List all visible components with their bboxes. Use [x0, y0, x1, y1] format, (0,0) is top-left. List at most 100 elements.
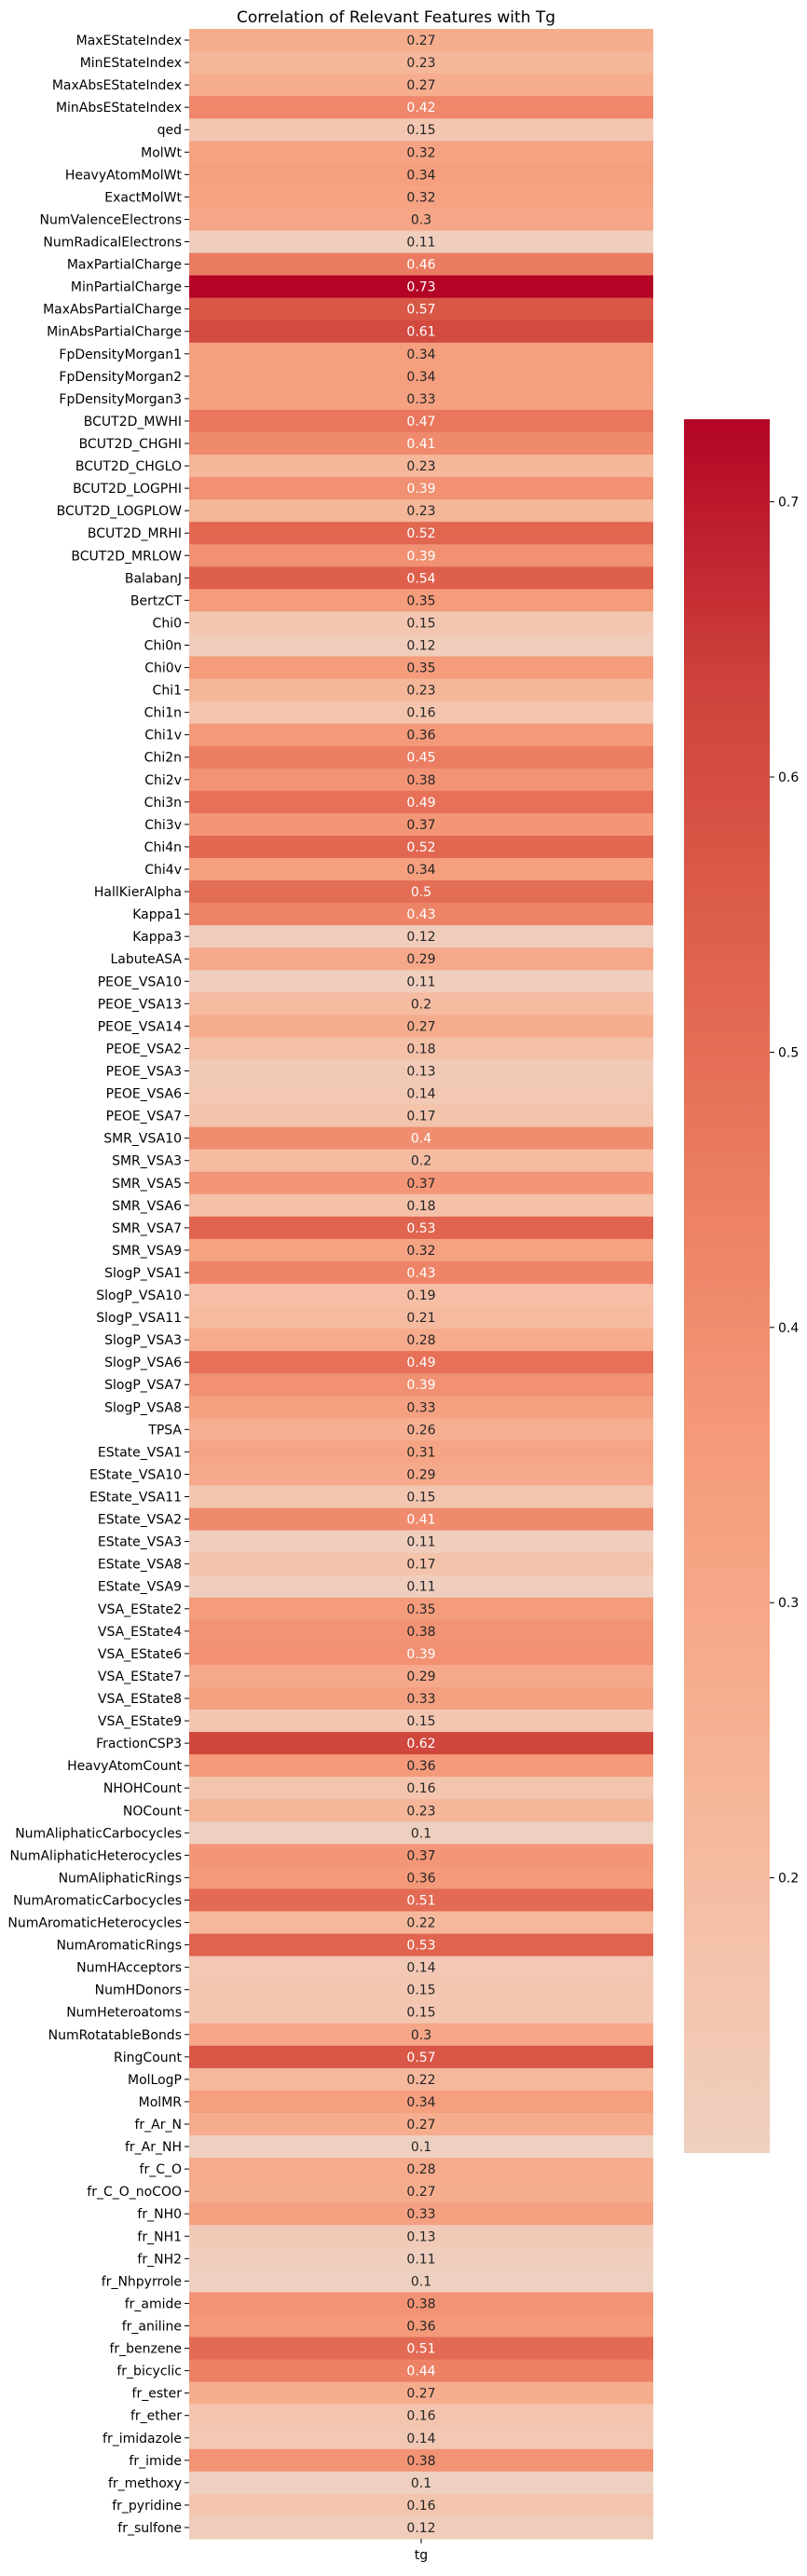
- heatmap-cell: [189, 1104, 653, 1128]
- cell-value-label: 0.1: [411, 2476, 431, 2491]
- y-tick-label: VSA_EState9: [98, 1714, 182, 1729]
- heatmap-cell: [189, 2000, 653, 2024]
- heatmap-cell: [189, 1306, 653, 1329]
- heatmap-cell: [189, 1552, 653, 1576]
- y-tick-label: BCUT2D_MRLOW: [71, 549, 182, 564]
- heatmap-cell: [189, 1507, 653, 1532]
- y-tick-label: fr_C_O_noCOO: [87, 2185, 182, 2200]
- cell-value-label: 0.28: [406, 2162, 435, 2177]
- heatmap-cell: [189, 634, 653, 658]
- y-tick-label: fr_sulfone: [117, 2521, 182, 2536]
- cell-value-label: 0.33: [406, 2207, 435, 2222]
- heatmap-cell: [189, 2090, 653, 2114]
- cell-value-label: 0.38: [406, 773, 435, 788]
- y-tick-label: TPSA: [147, 1423, 182, 1438]
- heatmap-cell: [189, 2180, 653, 2203]
- heatmap-cell: [189, 118, 653, 142]
- heatmap-cell: [189, 387, 653, 411]
- heatmap-cell: [189, 1037, 653, 1061]
- colorbar: 0.2 0.3 0.4 0.5 0.6 0.7: [684, 419, 799, 2153]
- cell-value-label: 0.16: [406, 2409, 435, 2424]
- y-tick-label: BCUT2D_LOGPHI: [73, 482, 182, 497]
- y-tick-label: EState_VSA10: [89, 1467, 182, 1482]
- y-tick-label: EState_VSA11: [89, 1491, 182, 1506]
- heatmap-cell: [189, 1261, 653, 1285]
- heatmap-cell: [189, 431, 653, 456]
- cell-value-label: 0.16: [406, 2499, 435, 2514]
- cell-value-label: 0.14: [406, 1087, 435, 1102]
- y-tick-label: FpDensityMorgan2: [59, 370, 182, 385]
- cell-value-label: 0.1: [411, 2140, 431, 2155]
- heatmap-cell: [189, 1619, 653, 1643]
- heatmap-cell: [189, 812, 653, 837]
- cell-value-label: 0.15: [406, 2006, 435, 2021]
- cell-value-label: 0.27: [406, 2118, 435, 2133]
- heatmap-cell: [189, 857, 653, 881]
- x-tick-labels: tg: [415, 2539, 428, 2563]
- y-tick-label: fr_NH1: [137, 2229, 182, 2244]
- heatmap-cell: [189, 1059, 653, 1084]
- heatmap-cell: [189, 2269, 653, 2294]
- cell-value-label: 0.12: [406, 930, 435, 945]
- cell-value-label: 0.43: [406, 1266, 435, 1281]
- heatmap-cell: [189, 723, 653, 747]
- heatmap-cell: [189, 1888, 653, 1913]
- y-tick-label: MolWt: [141, 145, 182, 160]
- colorbar-gradient: [684, 419, 770, 2153]
- y-tick-label: SMR_VSA3: [112, 1154, 182, 1169]
- y-tick-label: NOCount: [123, 1804, 183, 1819]
- y-tick-label: NumAliphaticRings: [59, 1871, 182, 1886]
- cell-value-label: 0.51: [406, 2342, 435, 2357]
- heatmap-cell: [189, 656, 653, 680]
- y-tick-label: FractionCSP3: [96, 1737, 182, 1751]
- y-tick-label: RingCount: [114, 2051, 182, 2065]
- y-tick-label: EState_VSA9: [98, 1580, 182, 1595]
- y-tick-label: SlogP_VSA1: [104, 1266, 182, 1281]
- heatmap-cell: [189, 320, 653, 344]
- cell-value-label: 0.23: [406, 56, 435, 71]
- cell-value-label: 0.23: [406, 459, 435, 474]
- y-tick-label: VSA_EState2: [98, 1602, 182, 1617]
- y-tick-label: fr_pyridine: [112, 2499, 182, 2514]
- heatmap-cell: [189, 1440, 653, 1465]
- x-tick-label: tg: [415, 2548, 428, 2563]
- cell-value-label: 0.41: [406, 437, 435, 452]
- heatmap-cell: [189, 1799, 653, 1822]
- heatmap-cell: [189, 1686, 653, 1711]
- heatmap-cell: [189, 275, 653, 299]
- cell-value-label: 0.22: [406, 2073, 435, 2088]
- heatmap-cell: [189, 992, 653, 1015]
- heatmap-cell: [189, 1463, 653, 1487]
- heatmap-cell: [189, 185, 653, 210]
- heatmap-cell: [189, 2202, 653, 2226]
- heatmap-cell: [189, 768, 653, 792]
- y-tick-label: qed: [157, 123, 182, 138]
- heatmap-cell: [189, 1193, 653, 1218]
- y-tick-label: NumValenceElectrons: [40, 212, 182, 227]
- y-tick-label: PEOE_VSA3: [106, 1064, 182, 1079]
- cell-value-label: 0.49: [406, 1356, 435, 1370]
- heatmap-cell: [189, 678, 653, 702]
- cell-value-label: 0.23: [406, 504, 435, 519]
- cell-value-label: 0.73: [406, 280, 435, 295]
- cell-value-label: 0.54: [406, 571, 435, 586]
- y-tick-label: SlogP_VSA7: [104, 1378, 182, 1393]
- y-tick-label: BalabanJ: [125, 571, 182, 586]
- y-tick-label: NumHDonors: [95, 1983, 182, 1998]
- heatmap-cell: [189, 1844, 653, 1867]
- heatmap-cell: [189, 2247, 653, 2270]
- cell-value-label: 0.11: [406, 975, 435, 989]
- y-tick-labels: MaxEStateIndex MinEStateIndex MaxAbsEState…: [7, 34, 189, 2536]
- heatmap-cell: [189, 2359, 653, 2383]
- cell-value-label: 0.44: [406, 2365, 435, 2379]
- y-tick-label: MolMR: [139, 2095, 183, 2110]
- y-tick-label: fr_Ar_NH: [125, 2140, 182, 2155]
- y-tick-label: MinEStateIndex: [80, 56, 182, 71]
- y-tick-label: SlogP_VSA3: [104, 1333, 182, 1348]
- heatmap-cell: [189, 1710, 653, 1733]
- cell-value-label: 0.11: [406, 236, 435, 251]
- y-tick-label: Chi2v: [144, 773, 182, 788]
- cell-value-label: 0.11: [406, 1580, 435, 1595]
- cell-value-label: 0.29: [406, 1670, 435, 1684]
